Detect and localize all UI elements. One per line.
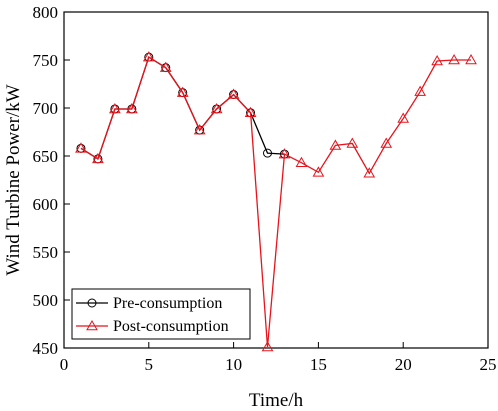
plot-frame	[63, 11, 489, 349]
data-point	[92, 152, 104, 164]
x-tick-label: 5	[145, 355, 154, 374]
data-point	[448, 53, 460, 65]
y-tick-label: 600	[33, 195, 59, 214]
x-axis-label: Time/h	[249, 390, 304, 411]
data-point	[75, 142, 87, 153]
x-axis: 0 5 10 15 20 25	[60, 342, 497, 374]
y-tick-label: 700	[33, 99, 59, 118]
series-line	[80, 56, 471, 348]
legend-item: Pre-consumption	[76, 295, 222, 312]
series-1	[76, 52, 289, 164]
data-point	[397, 112, 410, 123]
legend-box	[71, 288, 251, 340]
data-point	[312, 166, 325, 177]
y-tick-label: 800	[33, 3, 59, 22]
data-point	[176, 86, 189, 97]
data-point	[210, 102, 223, 114]
y-tick-label: 550	[33, 243, 59, 262]
legend-marker	[86, 319, 98, 331]
data-point	[363, 167, 376, 178]
legend: Pre-consumption Post-consumption	[71, 288, 251, 340]
data-point	[465, 53, 477, 65]
y-axis: 450 500 550 600 650 700 750 800	[33, 3, 70, 358]
legend-label: Post-consumption	[113, 318, 229, 335]
series-line	[80, 56, 285, 160]
data-point	[244, 106, 257, 118]
y-tick-label: 500	[33, 291, 59, 310]
data-point	[414, 85, 427, 96]
data-point	[329, 139, 342, 150]
data-point	[193, 124, 206, 135]
x-tick-label: 15	[310, 355, 327, 374]
x-tick-label: 0	[60, 355, 69, 374]
legend-marker	[87, 298, 97, 308]
y-tick-label: 650	[33, 147, 59, 166]
data-point	[125, 102, 138, 114]
y-tick-label: 750	[33, 51, 59, 70]
data-point	[380, 137, 393, 148]
y-tick-label: 450	[33, 339, 59, 358]
x-tick-label: 20	[395, 355, 412, 374]
data-point	[295, 156, 308, 167]
data-point	[261, 341, 274, 352]
series-2	[75, 51, 477, 352]
data-point	[159, 61, 172, 72]
data-point	[431, 54, 443, 66]
legend-label: Pre-consumption	[113, 295, 222, 312]
y-axis-label: Wind Turbine Power/kW	[3, 84, 24, 275]
x-tick-label: 25	[480, 355, 497, 374]
data-point	[263, 148, 273, 158]
data-point	[109, 102, 121, 114]
legend-item: Post-consumption	[76, 318, 229, 335]
data-point	[346, 137, 359, 148]
data-point	[227, 88, 240, 99]
data-point	[278, 148, 291, 159]
series-layer	[75, 51, 477, 352]
data-point	[142, 51, 155, 62]
x-tick-label: 10	[225, 355, 242, 374]
